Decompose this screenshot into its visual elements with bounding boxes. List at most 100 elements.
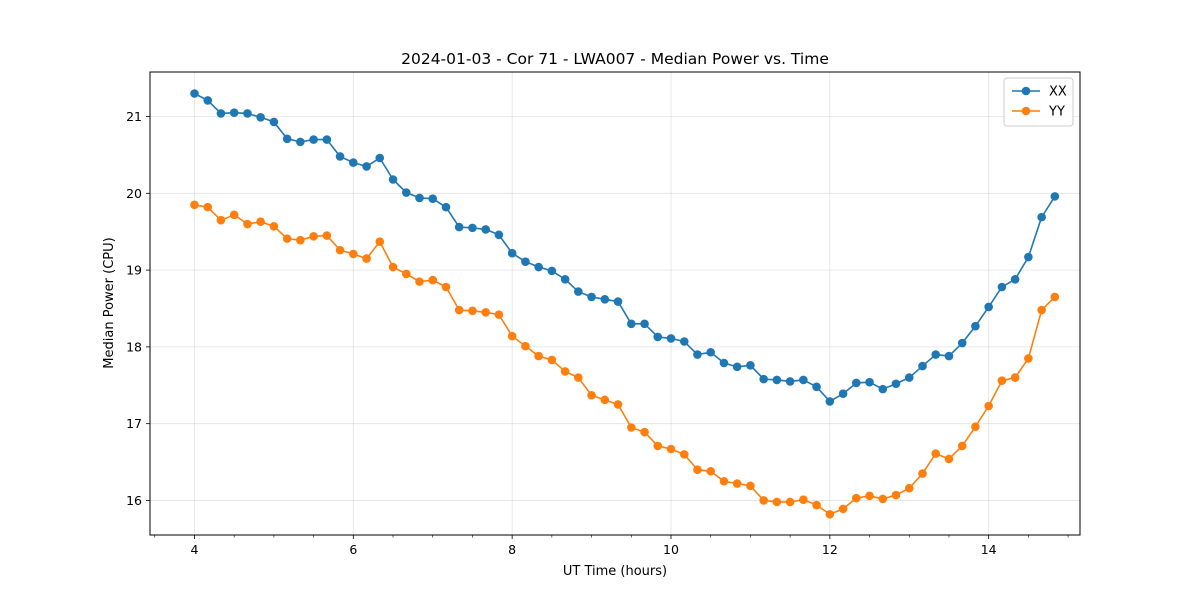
data-point-yy	[296, 235, 305, 245]
legend-marker	[1021, 106, 1031, 116]
data-point-yy	[1037, 305, 1046, 315]
data-point-yy	[494, 310, 504, 319]
legend-box	[1003, 77, 1074, 127]
grid	[150, 72, 1080, 535]
series-layer	[190, 89, 1060, 519]
data-point-yy	[971, 422, 980, 432]
data-point-xx	[732, 362, 742, 372]
data-point-yy	[468, 306, 477, 316]
data-point-xx	[521, 257, 530, 266]
data-point-yy	[918, 469, 927, 478]
data-point-xx	[918, 361, 927, 371]
data-point-xx	[613, 297, 623, 306]
data-point-xx	[415, 193, 424, 203]
data-point-yy	[375, 237, 385, 246]
data-point-xx	[190, 89, 199, 98]
data-point-xx	[719, 358, 729, 368]
x-tick-label: 12	[822, 542, 838, 557]
legend-item-yy: YY	[1012, 105, 1065, 120]
series-yy	[190, 200, 1060, 519]
data-point-yy	[825, 509, 835, 519]
data-point-xx	[772, 375, 782, 385]
data-point-yy	[401, 269, 411, 279]
x-tick-label: 4	[190, 542, 198, 557]
data-point-xx	[243, 109, 252, 118]
data-point-xx	[401, 188, 411, 197]
data-point-xx	[309, 135, 318, 144]
legend-item-xx: XX	[1012, 85, 1067, 100]
data-point-xx	[560, 275, 570, 284]
data-point-yy	[547, 355, 557, 365]
data-point-yy	[229, 210, 239, 220]
data-point-xx	[269, 117, 279, 127]
data-point-yy	[203, 202, 213, 212]
data-point-yy	[706, 466, 716, 476]
data-point-yy	[653, 441, 663, 451]
data-point-yy	[878, 494, 888, 504]
x-tick-label: 6	[349, 542, 357, 557]
data-point-yy	[851, 493, 861, 503]
data-point-yy	[534, 351, 543, 361]
data-point-yy	[415, 277, 424, 286]
legend-marker	[1021, 86, 1031, 96]
chart-title: 2024-01-03 - Cor 71 - LWA007 - Median Po…	[401, 50, 829, 68]
data-point-yy	[679, 450, 689, 459]
data-point-yy	[521, 341, 530, 351]
legend: XX YY	[1003, 77, 1074, 127]
data-point-yy	[600, 395, 610, 405]
data-point-xx	[640, 319, 649, 329]
data-point-xx	[547, 266, 557, 276]
data-point-xx	[229, 108, 239, 117]
data-point-yy	[1050, 292, 1060, 302]
data-point-xx	[203, 96, 213, 105]
data-point-xx	[944, 351, 954, 361]
data-point-yy	[335, 245, 345, 255]
data-point-xx	[349, 158, 358, 167]
y-tick-label: 18	[126, 339, 142, 354]
data-point-yy	[256, 217, 265, 227]
data-point-yy	[441, 282, 451, 292]
plot-frame	[149, 71, 1081, 536]
data-point-yy	[626, 423, 636, 432]
legend-label: YY	[1048, 105, 1065, 120]
data-point-yy	[799, 495, 808, 504]
data-point-yy	[732, 479, 742, 488]
data-point-xx	[904, 373, 914, 382]
data-point-yy	[613, 400, 623, 409]
data-point-yy	[269, 222, 279, 231]
y-tick-label: 16	[126, 493, 142, 508]
data-point-xx	[891, 379, 901, 389]
data-point-yy	[812, 500, 821, 510]
data-point-xx	[1024, 252, 1033, 262]
data-point-xx	[626, 319, 636, 329]
data-point-yy	[309, 232, 318, 241]
data-point-yy	[640, 427, 649, 437]
data-point-yy	[481, 308, 491, 317]
data-point-yy	[997, 376, 1007, 385]
data-point-xx	[759, 374, 768, 384]
data-point-yy	[746, 481, 755, 491]
data-point-yy	[957, 441, 967, 451]
data-point-yy	[891, 490, 901, 500]
y-tick-label: 19	[126, 263, 142, 278]
data-point-yy	[243, 219, 252, 229]
y-tick-label: 20	[126, 186, 142, 201]
data-point-xx	[838, 389, 848, 399]
series-xx	[190, 89, 1060, 406]
data-point-xx	[1050, 192, 1060, 201]
data-point-yy	[984, 401, 993, 411]
data-point-xx	[216, 109, 226, 118]
data-point-xx	[534, 262, 543, 272]
data-point-yy	[560, 367, 570, 376]
data-point-xx	[984, 302, 993, 312]
data-point-xx	[997, 282, 1007, 292]
y-tick-label: 17	[126, 416, 142, 431]
legend-label: XX	[1049, 85, 1067, 100]
data-point-yy	[944, 454, 954, 464]
data-point-xx	[587, 292, 596, 302]
data-point-xx	[362, 162, 371, 171]
data-point-yy	[190, 200, 199, 210]
data-point-xx	[1010, 275, 1020, 284]
data-point-xx	[428, 194, 438, 203]
data-point-xx	[679, 337, 689, 346]
